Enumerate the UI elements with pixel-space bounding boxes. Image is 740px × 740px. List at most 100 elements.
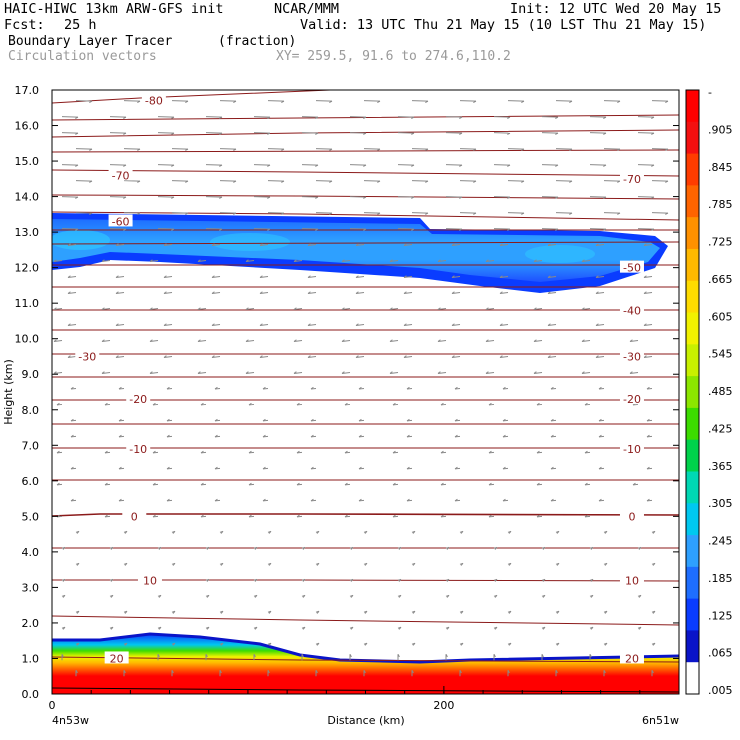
wind-vector [363,148,381,150]
wind-vector [445,132,463,134]
wind-vector-head [392,402,396,406]
wind-vector-head [344,402,348,406]
wind-vector-head [651,164,655,167]
wind-vector-head [56,450,60,454]
wind-vector-head [262,466,266,470]
wind-vector-head [508,562,512,566]
colorbar-swatch [686,662,699,695]
wind-vector-head [502,466,506,470]
wind-vector [485,339,495,342]
field-name: Boundary Layer Tracer [8,34,173,49]
wind-vector-head [267,116,271,119]
wind-vector-head [149,307,153,310]
wind-vector [493,228,511,230]
wind-vector-head [550,466,554,470]
wind-vector-head [53,371,57,374]
wind-vector-head [473,212,477,215]
wind-vector-head [406,498,410,502]
wind-vector [643,292,653,295]
wind-vector-head [185,212,189,215]
wind-vector-head [446,578,450,582]
wind-vector [171,148,189,150]
wind-vector-head [293,307,297,310]
wind-vector [589,116,607,118]
wind-vector-head [315,196,319,199]
colorbar-swatch [686,471,699,504]
contour-label-bg [108,168,133,181]
y-tick-label: 9.0 [22,368,40,381]
wind-vector [349,228,367,230]
wind-vector-head [638,546,642,550]
wind-vector-head [172,531,176,534]
wind-vector-head [454,498,458,502]
wind-vector-head [494,578,498,582]
wind-vector [115,355,125,358]
wind-vector-head [118,466,122,470]
wind-vector [643,244,653,247]
wind-vector [75,100,93,102]
wind-vector-head [502,418,506,422]
colorbar-frame [685,89,700,695]
wind-vector-head [584,450,588,454]
wind-vector [259,276,269,279]
org-label: NCAR/MMM [274,1,340,17]
wind-vector [67,244,77,247]
wind-vector [507,180,525,182]
y-tick-label: 2.0 [22,617,40,630]
wind-vector-head [454,386,458,390]
wind-vector-head [53,307,57,310]
wind-vector-head [598,498,602,502]
wind-vector-head [259,323,263,326]
wind-vector-head [473,100,477,103]
wind-vector-head [454,466,458,470]
wind-vector-head [253,654,256,658]
wind-vector-head [364,610,368,614]
wind-vector [75,148,93,150]
wind-vector-head [281,180,285,183]
wind-vector [493,116,511,118]
wind-vector-head [555,228,559,231]
wind-vector-head [206,546,210,550]
wind-vector-head [425,180,429,183]
wind-vector-head [115,243,119,246]
wind-vector [589,228,607,230]
contour-label-bg [108,214,133,227]
wind-vector-head [550,386,554,390]
x-start-label: 4n53w [52,714,89,727]
wind-vector-head [411,132,415,135]
wind-vector-head [389,371,393,374]
wind-vector-head [377,148,381,151]
wind-vector [205,164,223,166]
wind-vector [485,260,495,263]
wind-vector-head [152,514,156,518]
contour-label: -30 [623,350,641,363]
wind-vector-head [245,307,249,310]
wind-vector-head [590,594,594,598]
wind-vector [437,339,447,342]
wind-vector-head [76,610,80,614]
wind-vector-head [62,626,66,630]
wind-vector-head [152,402,156,406]
wind-vector-head [542,546,546,550]
wind-vector-head [550,434,554,438]
wind-vector-head [118,498,122,502]
wind-vector [171,100,189,102]
wind-vector-head [590,626,594,630]
wind-vector-head [316,610,320,614]
wind-vector-head [163,323,167,326]
wind-vector-head [412,610,416,614]
wind-vector [171,180,189,182]
wind-vector-head [219,196,223,199]
wind-vector-head [267,669,270,674]
wind-vector-head [302,546,306,550]
wind-vector-head [595,355,599,358]
wind-vector [157,196,175,198]
wind-vector [315,212,333,214]
wind-vector [307,355,317,358]
x-axis: 0 200 [49,686,641,712]
wind-vector [219,180,237,182]
wind-vector-head [397,654,400,658]
wind-vector-head [555,132,559,135]
colorbar-swatch [686,344,699,377]
wind-vector-head [163,243,167,246]
